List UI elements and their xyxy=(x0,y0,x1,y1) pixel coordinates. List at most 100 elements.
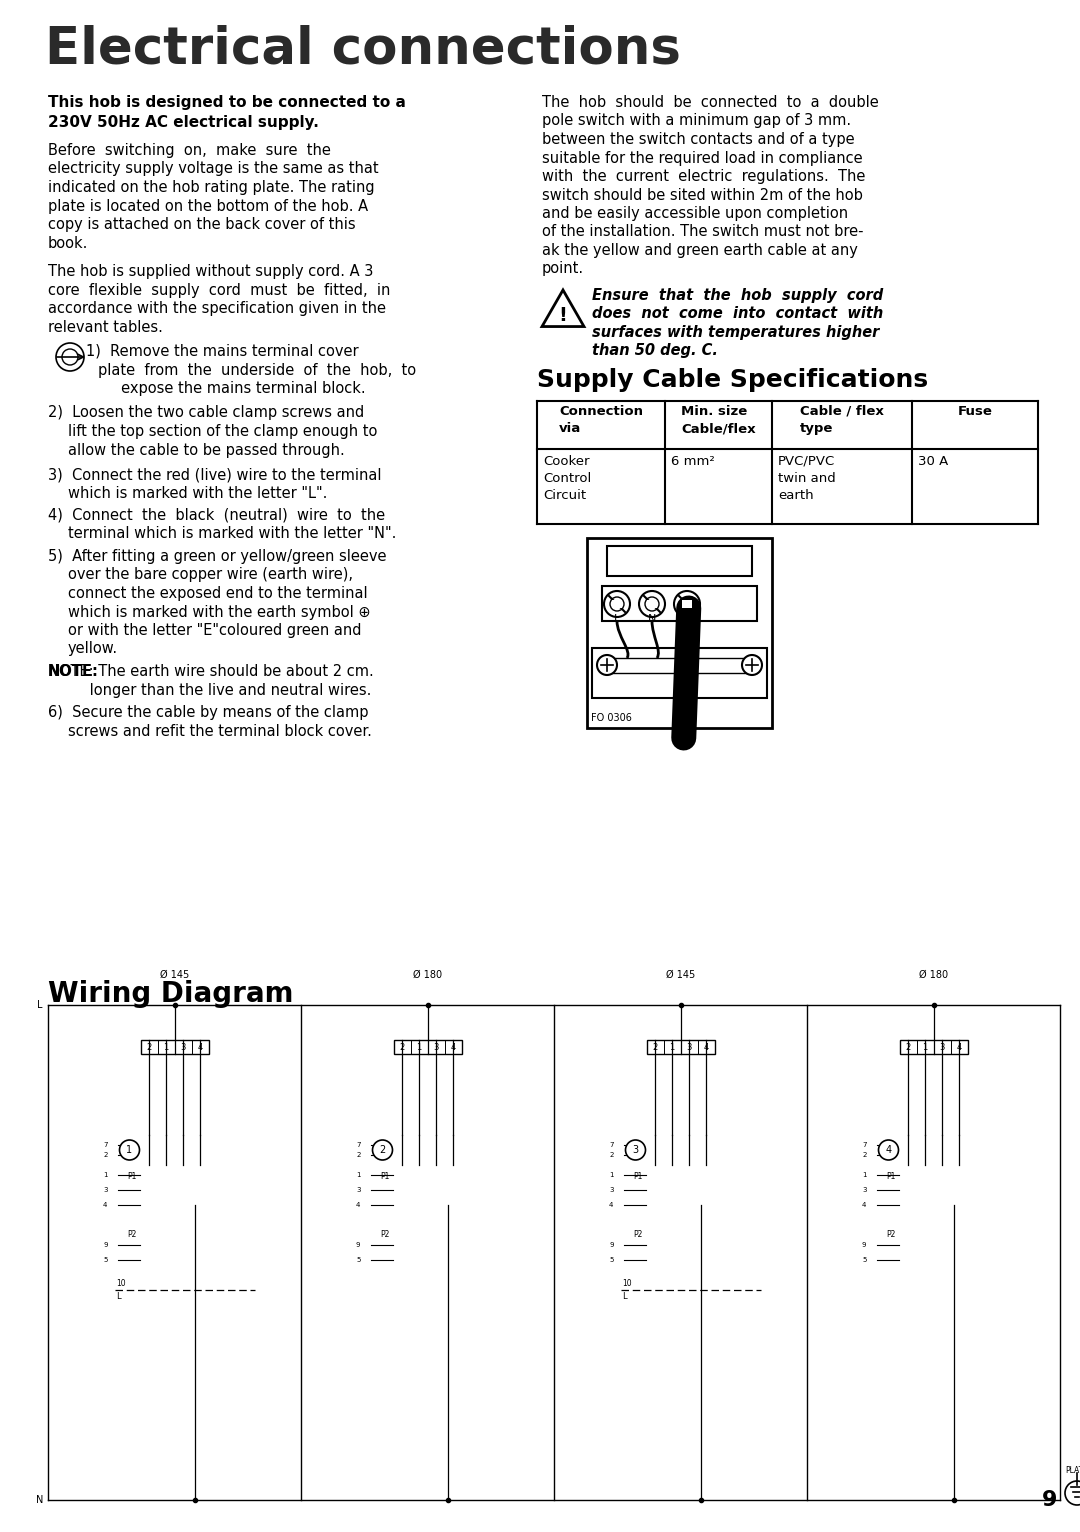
Text: core  flexible  supply  cord  must  be  fitted,  in: core flexible supply cord must be fitted… xyxy=(48,282,390,297)
Text: 9: 9 xyxy=(862,1242,866,1249)
Text: 4: 4 xyxy=(609,1203,613,1209)
Text: 6)  Secure the cable by means of the clamp: 6) Secure the cable by means of the clam… xyxy=(48,705,368,720)
Text: which is marked with the earth symbol ⊕: which is marked with the earth symbol ⊕ xyxy=(68,605,370,619)
Text: 2: 2 xyxy=(652,1042,658,1051)
Text: 2: 2 xyxy=(905,1042,910,1051)
Text: plate  from  the  underside  of  the  hob,  to: plate from the underside of the hob, to xyxy=(98,363,416,377)
Text: Cooker
Control
Circuit: Cooker Control Circuit xyxy=(543,455,591,502)
Text: ak the yellow and green earth cable at any: ak the yellow and green earth cable at a… xyxy=(542,244,858,257)
Text: 3: 3 xyxy=(633,1144,638,1155)
Text: Min. size
Cable/flex: Min. size Cable/flex xyxy=(681,404,756,435)
Text: Connection
via: Connection via xyxy=(559,404,643,435)
Text: P1: P1 xyxy=(887,1172,896,1181)
Text: 4: 4 xyxy=(450,1042,456,1051)
Text: 3: 3 xyxy=(686,1042,691,1051)
Text: Wiring Diagram: Wiring Diagram xyxy=(48,980,294,1008)
Text: 5)  After fitting a green or yellow/green sleeve: 5) After fitting a green or yellow/green… xyxy=(48,548,387,564)
Text: 3: 3 xyxy=(180,1042,186,1051)
Text: Ø 180: Ø 180 xyxy=(413,970,442,980)
Text: P1: P1 xyxy=(127,1172,137,1181)
Bar xyxy=(900,1040,968,1054)
Text: 4: 4 xyxy=(103,1203,108,1209)
Text: FO 0306: FO 0306 xyxy=(591,712,632,723)
Text: The hob is supplied without supply cord. A 3: The hob is supplied without supply cord.… xyxy=(48,264,374,279)
Text: 3)  Connect the red (live) wire to the terminal: 3) Connect the red (live) wire to the te… xyxy=(48,467,381,483)
Text: 1: 1 xyxy=(609,1172,613,1178)
Bar xyxy=(607,545,752,576)
Text: 7: 7 xyxy=(356,1141,361,1147)
Text: Before  switching  on,  make  sure  the: Before switching on, make sure the xyxy=(48,142,330,158)
Text: than 50 deg. C.: than 50 deg. C. xyxy=(592,343,718,358)
Text: plate is located on the bottom of the hob. A: plate is located on the bottom of the ho… xyxy=(48,199,368,213)
Text: 1: 1 xyxy=(103,1172,108,1178)
Text: 9: 9 xyxy=(103,1242,108,1249)
Text: accordance with the specification given in the: accordance with the specification given … xyxy=(48,300,386,316)
Text: P1: P1 xyxy=(380,1172,390,1181)
Text: of the installation. The switch must not bre-: of the installation. The switch must not… xyxy=(542,225,864,239)
Text: with  the  current  electric  regulations.  The: with the current electric regulations. T… xyxy=(542,169,865,184)
Text: L: L xyxy=(622,1291,627,1301)
Text: 2: 2 xyxy=(862,1152,866,1158)
Text: L: L xyxy=(117,1291,121,1301)
Text: 5: 5 xyxy=(103,1256,108,1262)
Text: terminal which is marked with the letter "N".: terminal which is marked with the letter… xyxy=(68,527,396,541)
Text: allow the cable to be passed through.: allow the cable to be passed through. xyxy=(68,443,345,458)
Text: 4: 4 xyxy=(862,1203,866,1209)
Text: 3: 3 xyxy=(940,1042,945,1051)
Text: PLATE: PLATE xyxy=(1065,1466,1080,1475)
Text: does  not  come  into  contact  with: does not come into contact with xyxy=(592,306,883,322)
Text: Ø 145: Ø 145 xyxy=(160,970,189,980)
Bar xyxy=(588,538,772,728)
Text: Electrical connections: Electrical connections xyxy=(45,25,680,75)
Text: screws and refit the terminal block cover.: screws and refit the terminal block cove… xyxy=(68,723,372,738)
Text: 4: 4 xyxy=(703,1042,708,1051)
Text: 2: 2 xyxy=(147,1042,151,1051)
Text: 5: 5 xyxy=(356,1256,361,1262)
Text: P2: P2 xyxy=(127,1230,137,1239)
Bar xyxy=(393,1040,461,1054)
Text: P2: P2 xyxy=(634,1230,643,1239)
Text: 1: 1 xyxy=(356,1172,361,1178)
Text: 7: 7 xyxy=(103,1141,108,1147)
Text: 9: 9 xyxy=(356,1242,361,1249)
Text: 6 mm²: 6 mm² xyxy=(671,455,715,467)
Text: 5: 5 xyxy=(609,1256,613,1262)
Text: ⊕: ⊕ xyxy=(683,614,691,624)
Text: or with the letter "E"coloured green and: or with the letter "E"coloured green and xyxy=(68,624,362,637)
Text: indicated on the hob rating plate. The rating: indicated on the hob rating plate. The r… xyxy=(48,179,375,195)
Text: !: ! xyxy=(558,306,567,325)
Bar xyxy=(681,601,692,608)
Text: L: L xyxy=(613,614,620,624)
Text: 2: 2 xyxy=(379,1144,386,1155)
Text: which is marked with the letter "L".: which is marked with the letter "L". xyxy=(68,486,327,501)
Text: N: N xyxy=(648,614,657,624)
Text: Fuse: Fuse xyxy=(958,404,993,418)
Text: 7: 7 xyxy=(862,1141,866,1147)
Text: 9: 9 xyxy=(609,1242,613,1249)
Text: This hob is designed to be connected to a: This hob is designed to be connected to … xyxy=(48,95,406,110)
Text: longer than the live and neutral wires.: longer than the live and neutral wires. xyxy=(48,682,372,697)
Text: copy is attached on the back cover of this: copy is attached on the back cover of th… xyxy=(48,218,355,231)
Text: 7: 7 xyxy=(609,1141,613,1147)
Text: PVC/PVC
twin and
earth: PVC/PVC twin and earth xyxy=(778,455,836,502)
Text: between the switch contacts and of a type: between the switch contacts and of a typ… xyxy=(542,132,854,147)
Bar xyxy=(612,601,622,608)
Text: Cable / flex
type: Cable / flex type xyxy=(800,404,883,435)
Text: relevant tables.: relevant tables. xyxy=(48,320,163,334)
Text: 10: 10 xyxy=(622,1279,632,1288)
Bar xyxy=(602,587,757,620)
Text: 10: 10 xyxy=(117,1279,126,1288)
Text: 1: 1 xyxy=(417,1042,421,1051)
Text: book.: book. xyxy=(48,236,89,251)
Text: 1: 1 xyxy=(922,1042,928,1051)
Text: 3: 3 xyxy=(356,1187,361,1193)
Text: over the bare copper wire (earth wire),: over the bare copper wire (earth wire), xyxy=(68,567,353,582)
Text: 3: 3 xyxy=(433,1042,438,1051)
Text: Ø 180: Ø 180 xyxy=(919,970,948,980)
Circle shape xyxy=(742,656,762,676)
Bar xyxy=(592,648,767,699)
Text: 2: 2 xyxy=(400,1042,405,1051)
Text: 4: 4 xyxy=(356,1203,361,1209)
Text: 3: 3 xyxy=(103,1187,108,1193)
Text: P2: P2 xyxy=(380,1230,390,1239)
